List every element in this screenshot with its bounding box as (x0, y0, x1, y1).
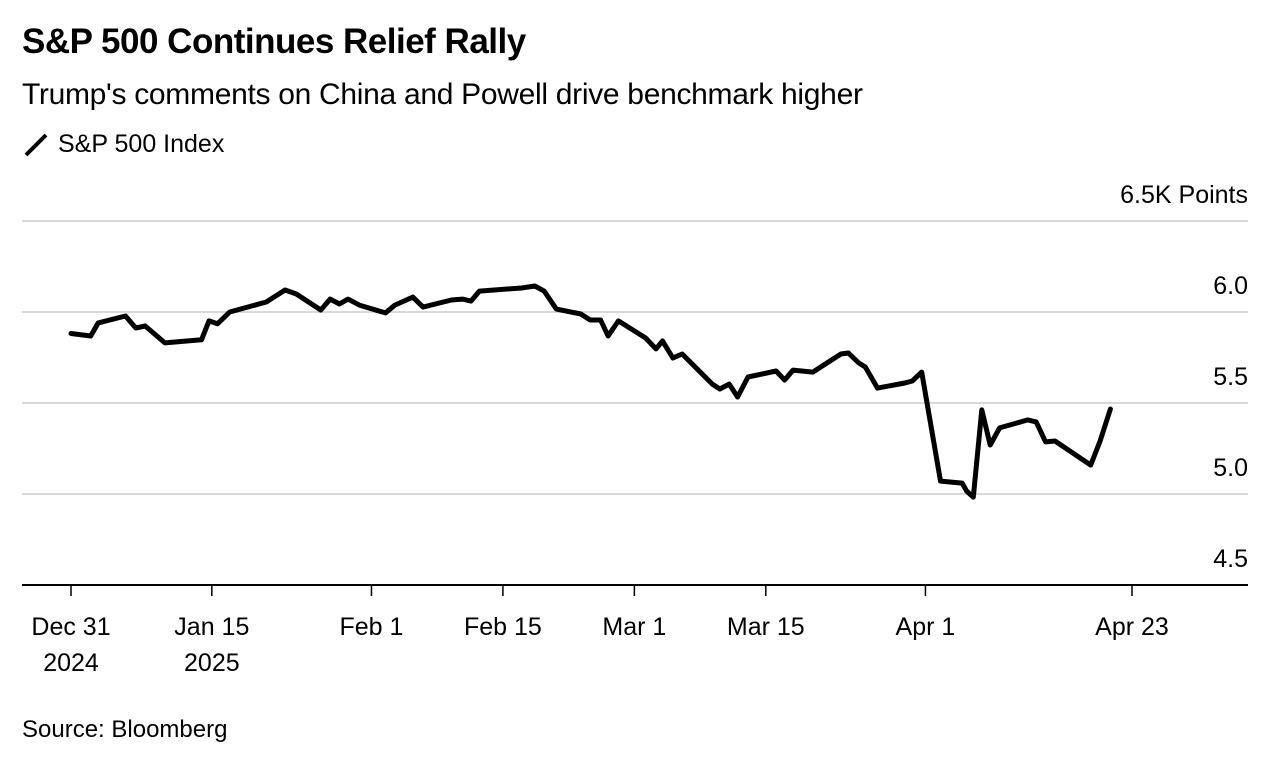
x-tick-label: Mar 1 (602, 613, 666, 641)
x-tick-label-line: Jan 15 (174, 613, 249, 641)
series-layer (68, 283, 1113, 500)
y-tick-label: 4.5 (1213, 545, 1248, 573)
x-tick-label-line: Dec 31 (31, 613, 110, 641)
x-tick-label: Apr 23 (1095, 613, 1169, 641)
x-tick-label-line: Mar 1 (602, 613, 666, 641)
y-tick-label: 6.5K Points (1120, 181, 1248, 209)
y-axis-labels: 6.5K Points 6.0 5.5 5.0 4.5 (1120, 181, 1248, 573)
x-tick-label-line: Mar 15 (727, 613, 805, 641)
source-note: Source: Bloomberg (22, 716, 228, 743)
x-tick-label: Jan 15 2025 (174, 613, 249, 677)
y-tick-label: 6.0 (1213, 272, 1248, 300)
chart-subtitle: Trump's comments on China and Powell dri… (22, 78, 863, 111)
x-tick-label: Feb 15 (464, 613, 542, 641)
series-line-sp500 (68, 283, 1113, 500)
x-tick-label-line: Apr 23 (1095, 613, 1169, 641)
x-tick-label: Dec 31 2024 (31, 613, 110, 677)
x-tick-label: Apr 1 (896, 613, 956, 641)
line-swatch-icon (24, 133, 48, 156)
y-tick-label: 5.0 (1213, 454, 1248, 482)
x-tick-label-line: 2024 (43, 649, 99, 677)
x-tick-label-line: Apr 1 (896, 613, 956, 641)
x-tick-label-line: Feb 15 (464, 613, 542, 641)
x-tick-label: Feb 1 (339, 613, 403, 641)
legend-label: S&P 500 Index (58, 130, 225, 158)
y-tick-label: 5.5 (1213, 363, 1248, 391)
legend: S&P 500 Index (22, 130, 224, 159)
x-tick-label-line: 2025 (184, 649, 240, 677)
x-axis-labels: Dec 31 2024 Jan 15 2025 Feb 1 Feb 15 Mar 1 Mar … (31, 613, 1168, 677)
x-tick-label: Mar 15 (727, 613, 805, 641)
x-axis (22, 584, 1248, 596)
x-tick-label-line: Feb 1 (339, 613, 403, 641)
chart-title: S&P 500 Continues Relief Rally (22, 22, 526, 61)
grid-lines (22, 220, 1248, 495)
